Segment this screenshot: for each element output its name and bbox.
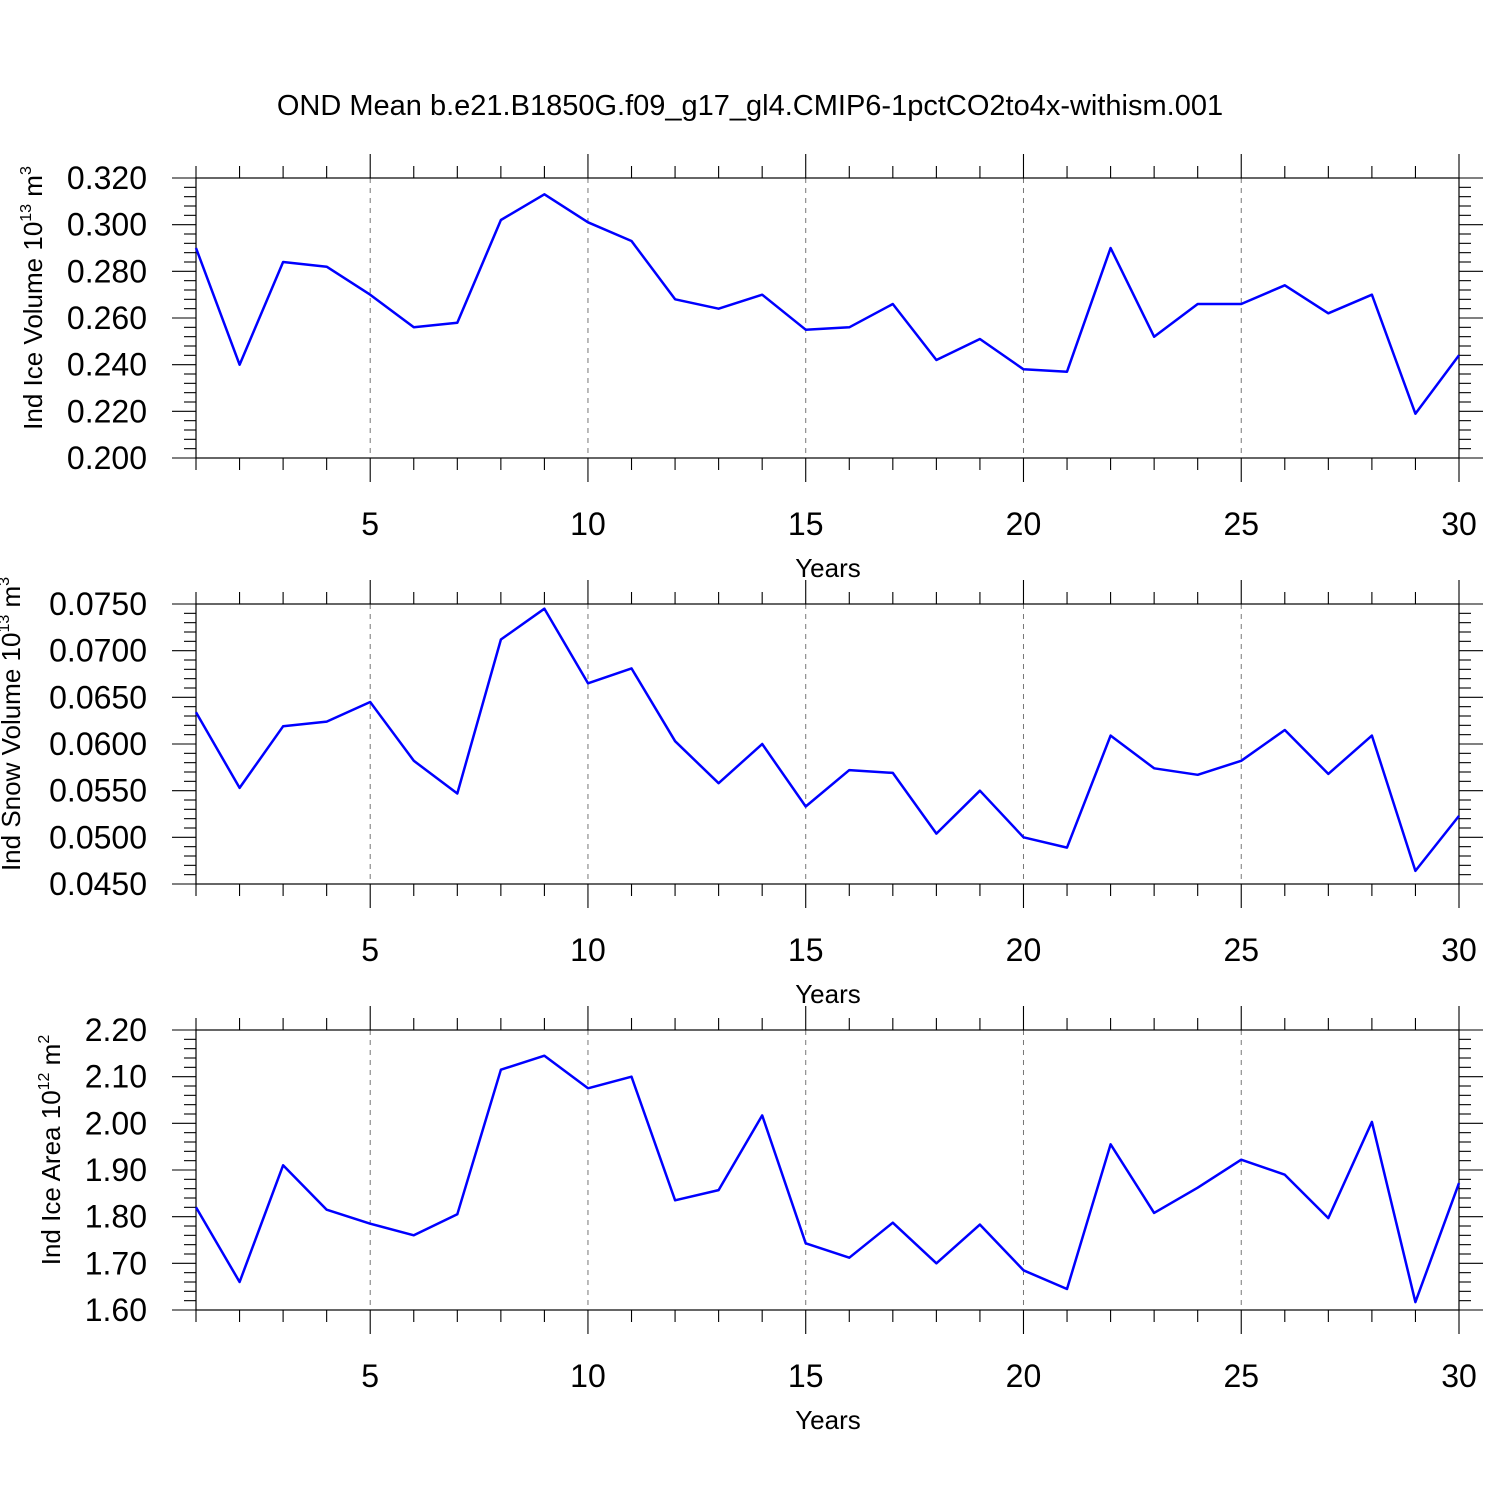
x-axis-label: Years bbox=[795, 553, 861, 583]
x-tick-label: 25 bbox=[1223, 506, 1259, 542]
y-tick-label: 1.70 bbox=[85, 1245, 147, 1281]
y-tick-label: 0.300 bbox=[67, 207, 147, 243]
x-axis-label: Years bbox=[795, 1405, 861, 1435]
y-tick-label: 0.220 bbox=[67, 393, 147, 429]
y-tick-label: 1.90 bbox=[85, 1152, 147, 1188]
y-tick-label: 2.00 bbox=[85, 1105, 147, 1141]
y-axis-label: Ind Ice Volume 1013 m3 bbox=[18, 166, 48, 430]
x-tick-label: 25 bbox=[1223, 932, 1259, 968]
x-tick-label: 15 bbox=[788, 932, 824, 968]
x-tick-label: 5 bbox=[361, 932, 379, 968]
x-tick-label: 20 bbox=[1006, 1358, 1042, 1394]
x-tick-label: 15 bbox=[788, 1358, 824, 1394]
y-tick-label: 0.0500 bbox=[49, 819, 147, 855]
panels: 0.200 0.220 0.240 0.260 0.280 0.300 0.320 5 10 15… bbox=[0, 154, 1483, 1435]
y-tick-label: 0.280 bbox=[67, 253, 147, 289]
x-tick-label: 5 bbox=[361, 1358, 379, 1394]
y-tick-label: 2.10 bbox=[85, 1059, 147, 1095]
x-tick-label: 25 bbox=[1223, 1358, 1259, 1394]
y-tick-label: 0.0450 bbox=[49, 866, 147, 902]
x-tick-label: 10 bbox=[570, 1358, 606, 1394]
panel-2: 0.0450 0.0500 0.0550 0.0600 0.0650 0.0700 0.07… bbox=[0, 577, 1483, 1009]
x-tick-label: 5 bbox=[361, 506, 379, 542]
x-tick-label: 20 bbox=[1006, 932, 1042, 968]
y-axis-label: Ind Ice Area 1012 m2 bbox=[36, 1035, 66, 1266]
x-tick-label: 30 bbox=[1441, 506, 1477, 542]
y-tick-label: 0.0550 bbox=[49, 773, 147, 809]
x-axis-label: Years bbox=[795, 979, 861, 1009]
y-tick-label: 0.200 bbox=[67, 440, 147, 476]
plot-frame bbox=[195, 603, 1460, 885]
x-tick-label: 30 bbox=[1441, 1358, 1477, 1394]
y-tick-label: 1.60 bbox=[85, 1292, 147, 1328]
series-line bbox=[194, 607, 1460, 873]
x-tick-label: 10 bbox=[570, 506, 606, 542]
y-tick-label: 0.320 bbox=[67, 160, 147, 196]
y-tick-label: 0.260 bbox=[67, 300, 147, 336]
y-tick-label: 0.0700 bbox=[49, 633, 147, 669]
x-tick-label: 30 bbox=[1441, 932, 1477, 968]
chart-title: OND Mean b.e21.B1850G.f09_g17_gl4.CMIP6-… bbox=[277, 90, 1223, 122]
y-axis-label: Ind Snow Volume 1013 m3 bbox=[0, 577, 26, 871]
y-tick-label: 1.80 bbox=[85, 1199, 147, 1235]
series-line bbox=[194, 193, 1461, 415]
x-tick-label: 10 bbox=[570, 932, 606, 968]
y-tick-label: 0.0650 bbox=[49, 679, 147, 715]
panel-3: 1.60 1.70 1.80 1.90 2.00 2.10 2.20 5 10 15 20 25 30 Y… bbox=[36, 1006, 1483, 1435]
y-tick-label: 0.240 bbox=[67, 347, 147, 383]
series-line bbox=[194, 1054, 1461, 1304]
x-tick-label: 15 bbox=[788, 506, 824, 542]
x-tick-label: 20 bbox=[1006, 506, 1042, 542]
plot-frame bbox=[195, 1029, 1460, 1311]
y-tick-label: 0.0750 bbox=[49, 586, 147, 622]
plot-frame bbox=[195, 177, 1460, 459]
y-tick-label: 0.0600 bbox=[49, 726, 147, 762]
panel-1: 0.200 0.220 0.240 0.260 0.280 0.300 0.320 5 10 15… bbox=[18, 154, 1483, 583]
y-tick-label: 2.20 bbox=[85, 1012, 147, 1048]
